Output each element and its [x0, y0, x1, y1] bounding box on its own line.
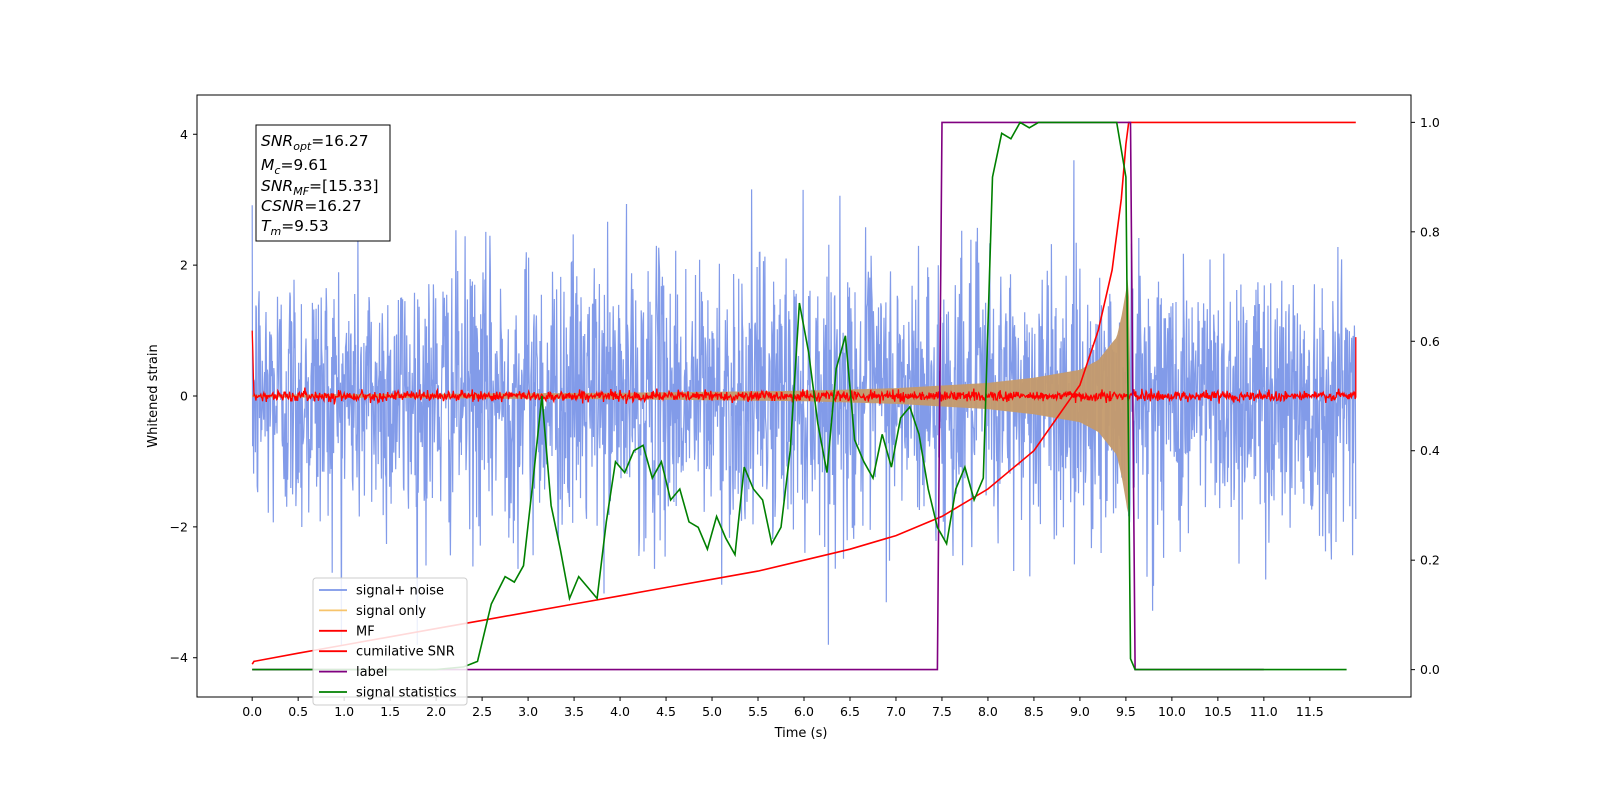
x-tick-label: 9.5: [1116, 704, 1136, 719]
y2-tick-label: 0.0: [1420, 662, 1440, 677]
mf-line: [251, 330, 1357, 405]
x-tick-label: 6.0: [794, 704, 814, 719]
y-tick-label: −2: [170, 519, 188, 534]
legend-label-signal-statistics: signal statistics: [356, 686, 457, 701]
x-tick-label: 8.5: [1024, 704, 1044, 719]
x-tick-label: 6.5: [840, 704, 860, 719]
annotation-snr-opt: SNRopt=16.27: [261, 132, 369, 153]
y2-tick-label: 0.2: [1420, 553, 1440, 568]
signal-statistics-line: [252, 121, 1347, 671]
annotation-tm: Tm=9.53: [261, 217, 329, 238]
x-tick-label: 5.0: [702, 704, 722, 719]
x-tick-label: 11.5: [1296, 704, 1324, 719]
legend-label-label: label: [356, 665, 387, 680]
y-tick-label: 4: [180, 127, 188, 142]
annotation-frame: [255, 124, 391, 242]
legend-label-mf: MF: [356, 624, 375, 639]
y-axis-right: 1.0 0.8 0.6 0.4 0.2 0.0: [1411, 115, 1440, 677]
legend-label-signal-only: signal only: [356, 604, 426, 619]
x-axis-label: Time (s): [774, 726, 828, 741]
x-tick-label: 11.0: [1250, 704, 1278, 719]
y2-tick-label: 0.8: [1420, 224, 1440, 239]
x-tick-label: 1.5: [380, 704, 400, 719]
y2-tick-label: 1.0: [1420, 115, 1440, 130]
y-axis-label: Whitened strain: [146, 344, 161, 447]
y-tick-label: 2: [180, 258, 188, 273]
stats-annotation-box: SNRopt=16.27 Mc=9.61 SNRMF=[15.33] CSNR=…: [255, 124, 391, 242]
mf-series: [251, 330, 1357, 405]
x-tick-label: 5.5: [748, 704, 768, 719]
x-tick-label: 0.5: [288, 704, 308, 719]
y-tick-label: 0: [180, 389, 188, 404]
legend-frame: [312, 577, 468, 706]
x-tick-label: 1.0: [334, 704, 354, 719]
annotation-snr-mf: SNRMF=[15.33]: [261, 177, 379, 198]
y-axis-left: 4 2 0 −2 −4: [170, 127, 197, 665]
x-tick-label: 0.0: [242, 704, 262, 719]
x-tick-label: 2.5: [472, 704, 492, 719]
annotation-csnr: CSNR=16.27: [261, 197, 362, 215]
x-tick-label: 10.0: [1158, 704, 1186, 719]
signal-noise-series: [251, 160, 1357, 645]
x-tick-label: 2.0: [426, 704, 446, 719]
x-axis: 0.0 0.5 1.0 1.5 2.0 2.5 3.0 3.5 4.0 4.5 5.0 5.5 6.0 6…: [242, 697, 1324, 719]
x-tick-label: 3.5: [564, 704, 584, 719]
x-tick-label: 9.0: [1070, 704, 1090, 719]
x-tick-label: 7.5: [932, 704, 952, 719]
x-tick-label: 4.5: [656, 704, 676, 719]
legend: signal+ noise signal only MF cumilative SNR…: [312, 577, 468, 706]
x-tick-label: 8.0: [978, 704, 998, 719]
annotation-mc: Mc=9.61: [261, 156, 328, 177]
x-tick-label: 7.0: [886, 704, 906, 719]
x-tick-label: 3.0: [518, 704, 538, 719]
y2-tick-label: 0.6: [1420, 334, 1440, 349]
y-tick-label: −4: [170, 650, 188, 665]
legend-label-cumilative-snr: cumilative SNR: [356, 645, 455, 660]
x-tick-label: 10.5: [1204, 704, 1232, 719]
x-tick-label: 4.0: [610, 704, 630, 719]
y2-tick-label: 0.4: [1420, 443, 1440, 458]
legend-label-signal-noise: signal+ noise: [356, 584, 444, 599]
signal-noise-line: [251, 160, 1357, 645]
